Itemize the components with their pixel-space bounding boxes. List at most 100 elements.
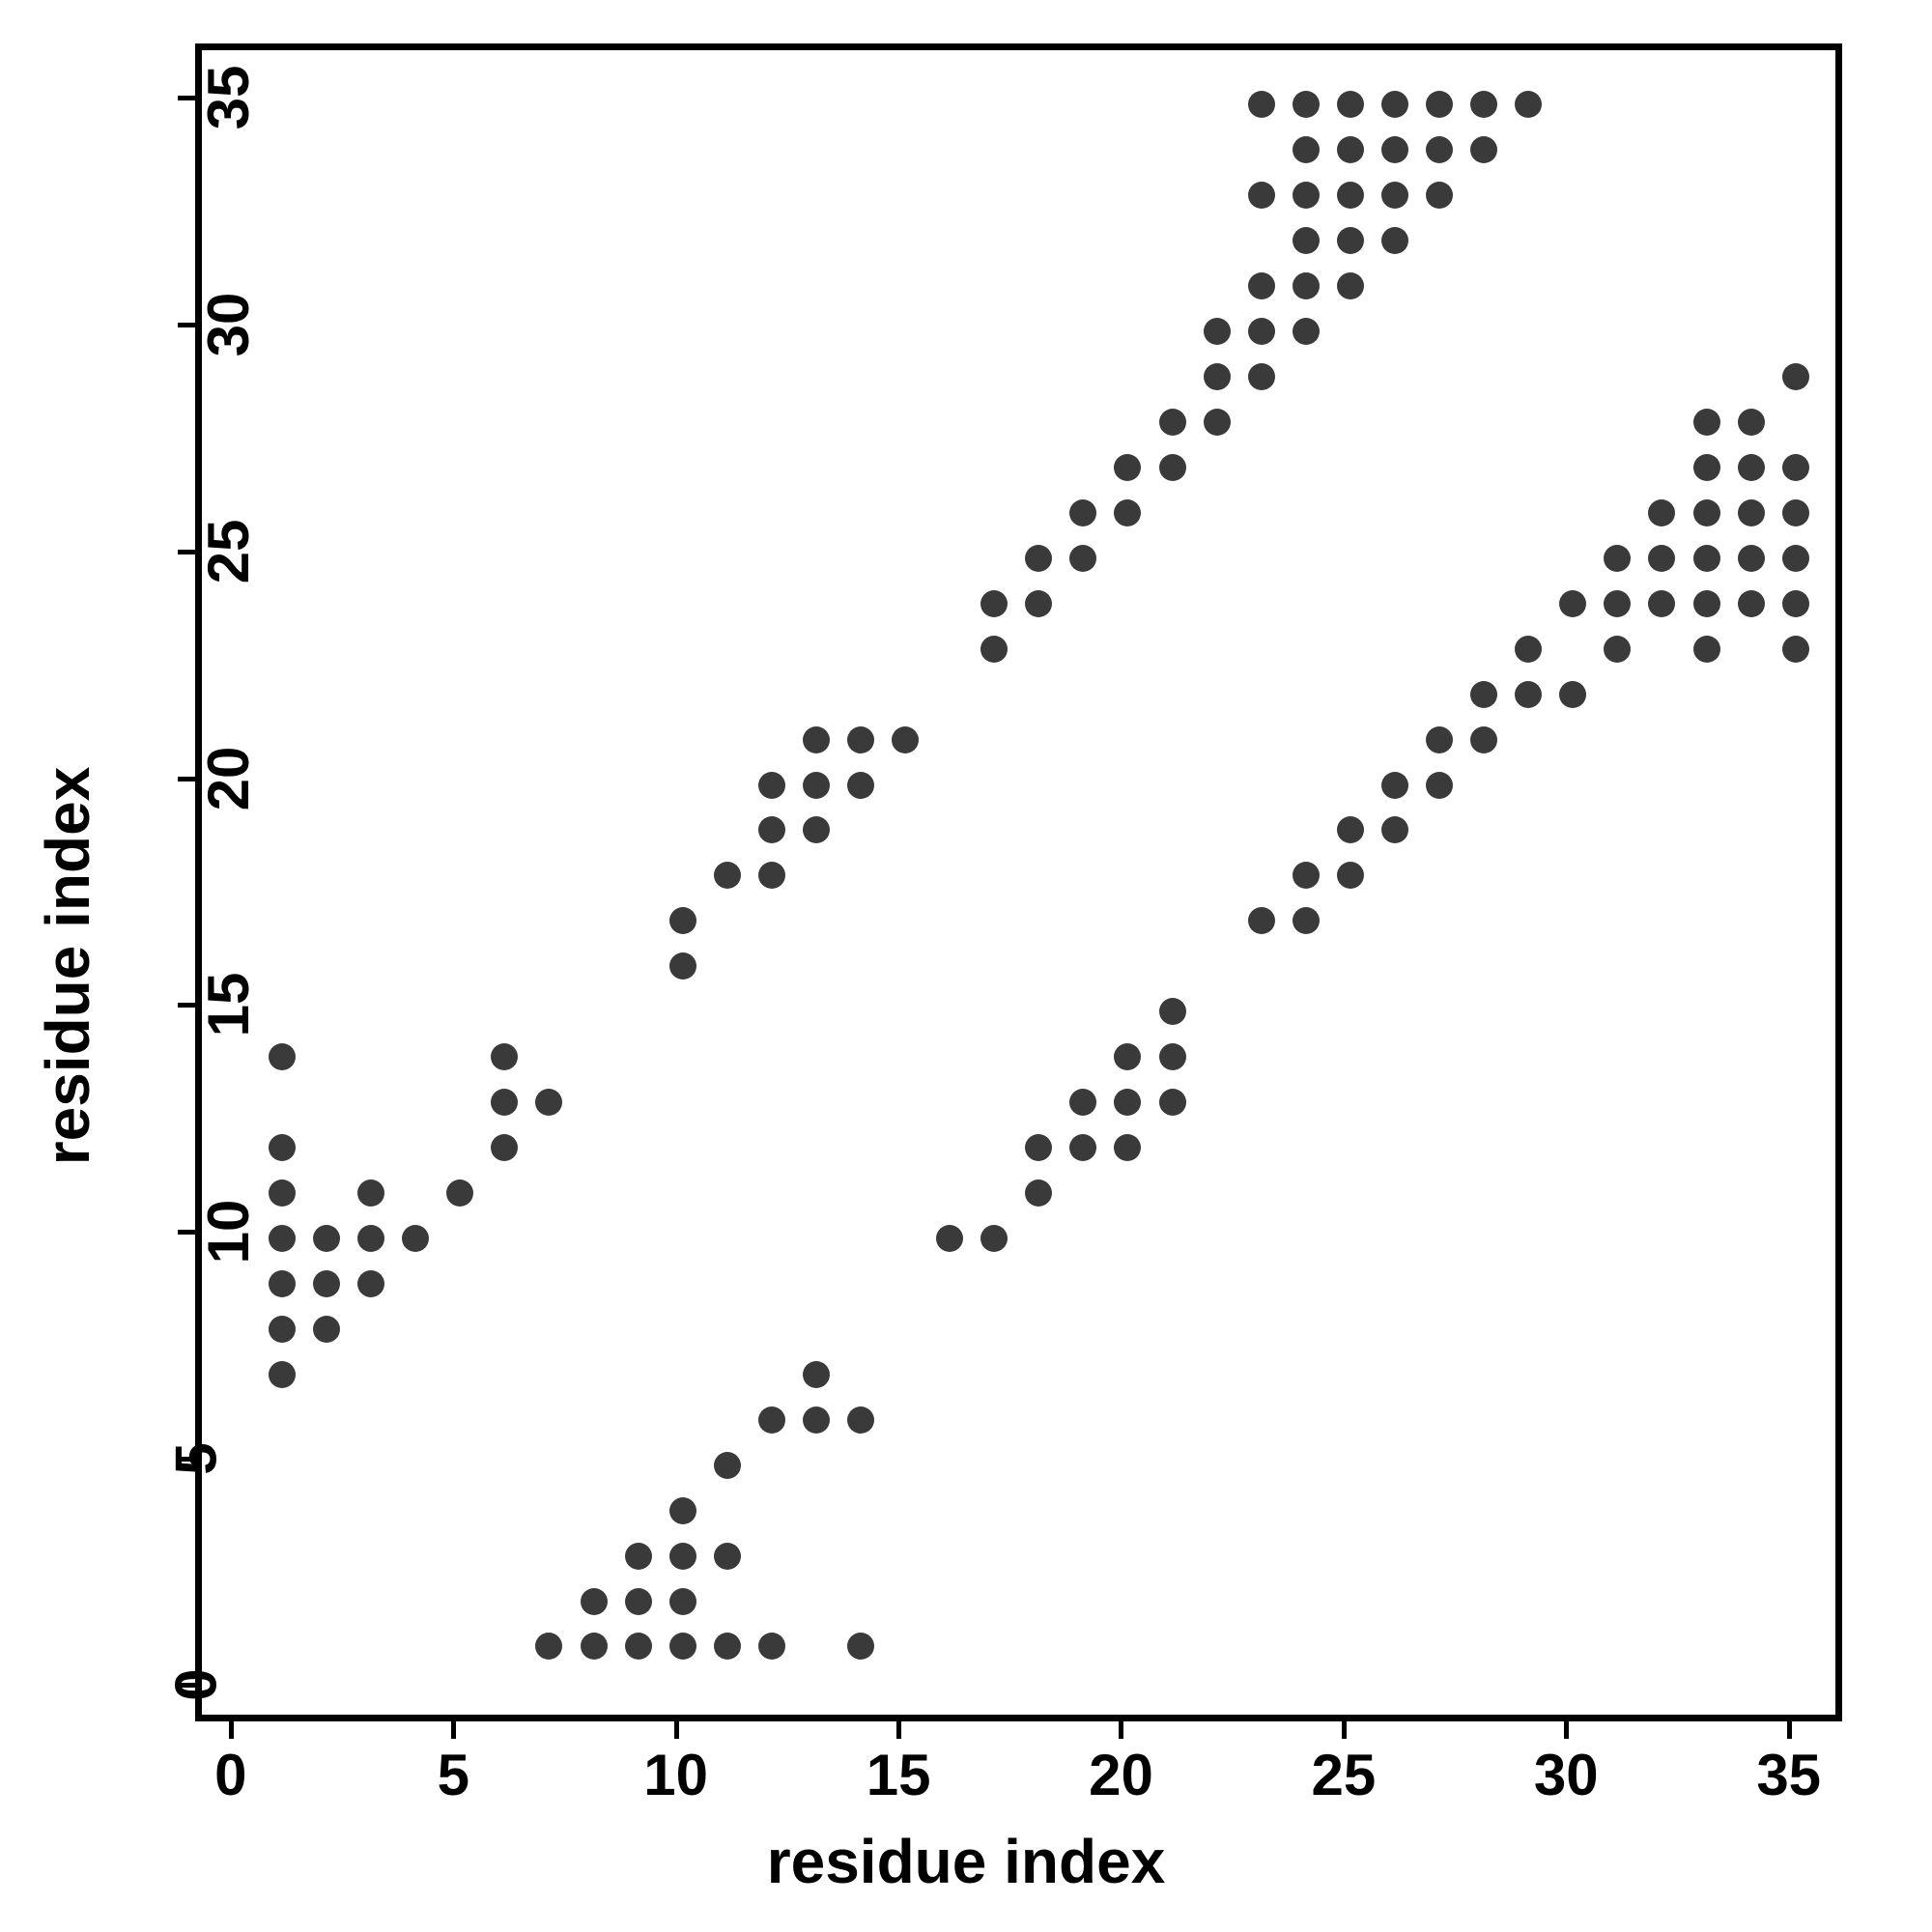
x-tick [228,1721,234,1739]
scatter-point [1692,453,1720,481]
scatter-point [847,771,874,799]
scatter-point [668,1542,696,1570]
scatter-point [1380,771,1408,799]
scatter-point [757,1633,785,1661]
scatter-point [624,1633,652,1661]
scatter-point [802,1406,830,1434]
scatter-point [268,1043,296,1071]
scatter-point [580,1587,608,1615]
x-tick-label: 15 [866,1743,931,1807]
scatter-point [1114,453,1142,481]
scatter-point [1292,182,1320,210]
y-tick [178,1456,195,1462]
scatter-point [980,1224,1009,1252]
scatter-point [1292,272,1320,300]
scatter-point [1380,816,1408,844]
scatter-point [1336,136,1364,164]
scatter-point [1426,136,1454,164]
scatter-point [535,1089,563,1117]
scatter-point [1426,91,1454,119]
scatter-point [1515,91,1543,119]
scatter-point [1426,725,1454,753]
scatter-point [668,1587,696,1615]
scatter-point [1692,544,1720,572]
y-tick-label: 25 [195,519,261,584]
scatter-point [1336,272,1364,300]
scatter-point [1292,907,1320,935]
scatter-point [1648,498,1676,526]
scatter-point [713,862,741,890]
scatter-point [268,1179,296,1208]
y-tick-label: 0 [163,1668,229,1702]
scatter-point [1114,498,1142,526]
x-tick-label: 35 [1756,1743,1822,1807]
scatter-point [1692,635,1720,663]
scatter-point [1025,1134,1053,1162]
scatter-point [1292,318,1320,346]
scatter-point [268,1360,296,1388]
x-tick [451,1721,457,1739]
scatter-point [892,725,920,753]
scatter-point [1515,635,1543,663]
scatter-point [357,1224,385,1252]
scatter-point [1781,363,1809,390]
scatter-point [1292,862,1320,890]
scatter-point [535,1633,563,1661]
scatter-point [580,1633,608,1661]
scatter-point [1247,907,1275,935]
scatter-point [802,816,830,844]
scatter-point [491,1134,519,1162]
x-axis-title: residue index [766,1827,1166,1896]
x-tick-label: 20 [1089,1743,1153,1807]
scatter-point [757,862,785,890]
scatter-point [313,1224,341,1252]
scatter-point [1380,182,1408,210]
scatter-point [1069,1134,1097,1162]
scatter-point [1247,91,1275,119]
scatter-point [491,1043,519,1071]
scatter-point [1470,91,1498,119]
scatter-point [757,816,785,844]
scatter-point [713,1633,741,1661]
scatter-point [1203,408,1231,436]
scatter-point [1292,227,1320,255]
y-tick-label: 30 [195,292,261,357]
scatter-point [313,1269,341,1297]
scatter-point [1380,136,1408,164]
scatter-point [1648,589,1676,617]
scatter-point [1336,862,1364,890]
scatter-point [1069,544,1097,572]
scatter-point [1604,635,1632,663]
scatter-point [1292,91,1320,119]
scatter-point [1158,408,1186,436]
scatter-point [713,1451,741,1479]
y-tick [178,96,195,101]
scatter-point [1292,136,1320,164]
scatter-point [1025,544,1053,572]
scatter-point [980,635,1009,663]
x-tick [1564,1721,1570,1739]
scatter-point [1114,1089,1142,1117]
scatter-point [1737,453,1765,481]
scatter-point [668,907,696,935]
scatter-point [1114,1134,1142,1162]
scatter-point [1426,182,1454,210]
scatter-point [446,1179,474,1208]
scatter-plot-area [202,50,1835,1715]
scatter-point [1069,1089,1097,1117]
scatter-point [1380,227,1408,255]
scatter-point [1604,589,1632,617]
scatter-point [1247,182,1275,210]
scatter-point [1604,544,1632,572]
scatter-point [802,1360,830,1388]
x-tick-label: 25 [1311,1743,1377,1807]
scatter-point [1247,272,1275,300]
scatter-point [1203,318,1231,346]
scatter-point [668,1496,696,1524]
y-tick-label: 10 [195,1199,261,1264]
scatter-point [1737,498,1765,526]
scatter-point [757,771,785,799]
scatter-point [268,1269,296,1297]
scatter-point [1247,363,1275,390]
x-tick-label: 5 [437,1743,469,1807]
